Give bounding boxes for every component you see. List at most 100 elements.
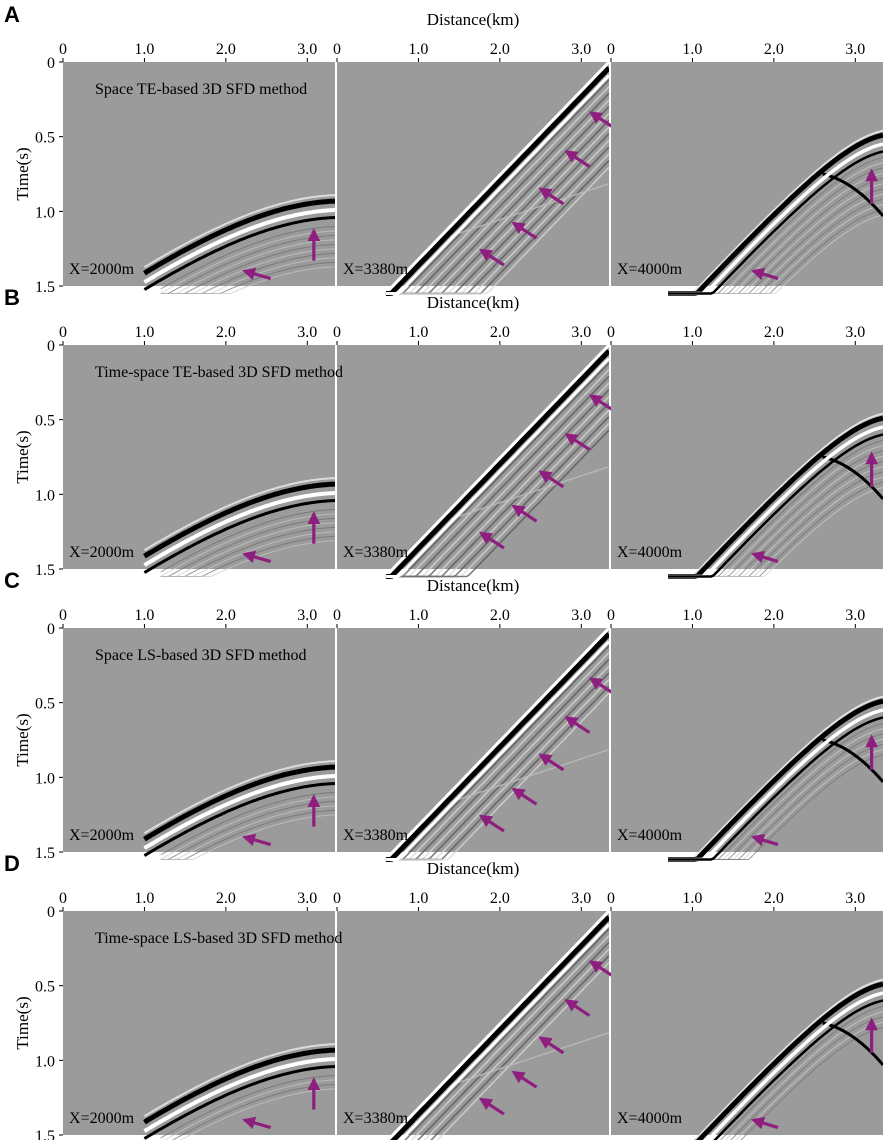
annotation-arrow [538,187,565,206]
panel-background [63,62,335,286]
dispersion-ripple [410,935,609,1140]
wavefield [143,760,335,860]
annotation-arrow [242,833,272,847]
x-tick-label: 0 [59,41,67,58]
dispersion-ripple [720,1006,883,1140]
wavefront-black [143,481,335,559]
wavefront-white [385,357,609,578]
time-axis-label: Time(s) [13,996,32,1049]
wavefront-white [143,477,335,552]
annotation-arrow [479,531,505,550]
dispersion-ripple [385,166,609,295]
dispersion-ripple [160,1075,335,1139]
seismogram-panel-c-2: 0 1.0 2.0 3.0 X=3380m [333,607,615,862]
dispersion-ripple [385,645,609,861]
dispersion-ripple [160,800,335,860]
slice-label: X=4000m [617,261,683,278]
dispersion-ripple [160,522,335,577]
seismogram-panel-c-3: 0 1.0 2.0 3.0 X=4000m [607,607,883,862]
x-tick-label: 2.0 [764,324,784,341]
dispersion-ripple [160,234,335,294]
wavefield [668,412,883,579]
reflection [434,182,609,242]
wavefront-white [668,412,883,578]
x-tick-label: 1.0 [408,607,428,624]
panel-letter: A [4,2,20,27]
dispersion-ripple [385,92,609,295]
y-tick-label: 1.0 [35,1053,55,1070]
method-title: Space TE-based 3D SFD method [95,81,307,98]
wavefront-white [705,991,883,1140]
wavefront-white [385,74,609,295]
time-axis-label: Time(s) [13,147,32,200]
wavefront-black [143,1047,335,1125]
method-title: Time-space LS-based 3D SFD method [95,930,342,947]
wavefront-black [385,66,609,296]
y-tick-label: 0 [47,338,55,355]
wavefield [143,1043,335,1140]
x-tick-label: 0 [607,41,615,58]
wavefield [668,129,883,296]
y-tick-label: 0.5 [35,696,55,713]
slice-label: X=3380m [343,261,409,278]
seismogram-panel-d-2: 0 1.0 2.0 3.0 X=3380m [333,890,615,1140]
x-tick-label: 3.0 [571,607,591,624]
dispersion-ripple [385,658,609,861]
dispersion-ripple [385,86,609,295]
dispersion-ripple [160,266,335,294]
y-tick-label: 0.5 [35,413,55,430]
annotation-arrow [511,504,538,523]
wavefront-black [668,132,883,296]
x-tick-label: 0 [333,607,341,624]
slice-label: X=2000m [69,1110,135,1127]
x-tick-label: 2.0 [764,890,784,907]
y-tick-label: 0.5 [35,130,55,147]
dispersion-ripple [740,1026,883,1140]
annotation-arrow [511,1070,538,1089]
y-tick-label: 1.0 [35,487,55,504]
slice-label: X=3380m [343,827,409,844]
annotation-arrow [588,677,615,696]
annotation-arrow [588,111,615,130]
x-tick-label: 0 [59,607,67,624]
distance-axis-label: Distance(km) [427,293,520,312]
time-axis-label: Time(s) [13,713,32,766]
x-tick-label: 1.0 [134,324,154,341]
seismogram-panel-b-2: 0 1.0 2.0 3.0 X=3380m [333,324,615,579]
panel-background [337,345,609,569]
wavefront-white [143,208,335,284]
annotation-arrow [242,267,272,281]
annotation-arrow [751,1116,779,1130]
x-tick-label: 3.0 [571,890,591,907]
x-tick-label: 2.0 [216,890,236,907]
seismogram-panel-c-1: 0 1.0 2.0 3.0 X=2000m [59,607,335,860]
y-tick-label: 1.5 [35,562,55,579]
dispersion-ripple [417,941,609,1140]
slice-label: X=4000m [617,827,683,844]
panel-background [63,628,335,852]
wavefront-black [668,698,883,862]
dispersion-ripple [385,652,609,861]
dispersion-ripple [160,805,335,860]
annotation-arrow [588,394,615,413]
wavefront-white [143,1043,335,1118]
dispersion-ripple [385,79,609,295]
reflection [434,1031,609,1091]
wavefield [668,978,883,1140]
x-tick-label: 1.0 [408,324,428,341]
wavefront-white [384,60,609,295]
wavefront-black [143,216,335,291]
x-tick-label: 1.0 [408,890,428,907]
dispersion-ripple [735,1021,883,1140]
wavefront-black [668,415,883,579]
annotation-arrow [242,1116,272,1130]
figure-row-b: B Distance(km) Time(s) 0 0.5 1.0 1.5 0 1.0 2.0 3.0… [4,285,883,579]
dispersion-ripple [160,513,335,577]
slice-label: X=2000m [69,544,135,561]
wavefront-white [398,923,609,1140]
wavefront-white [143,194,335,269]
wavefront-black [143,764,335,842]
dispersion-ripple [725,1011,883,1140]
annotation-arrow [564,433,591,451]
